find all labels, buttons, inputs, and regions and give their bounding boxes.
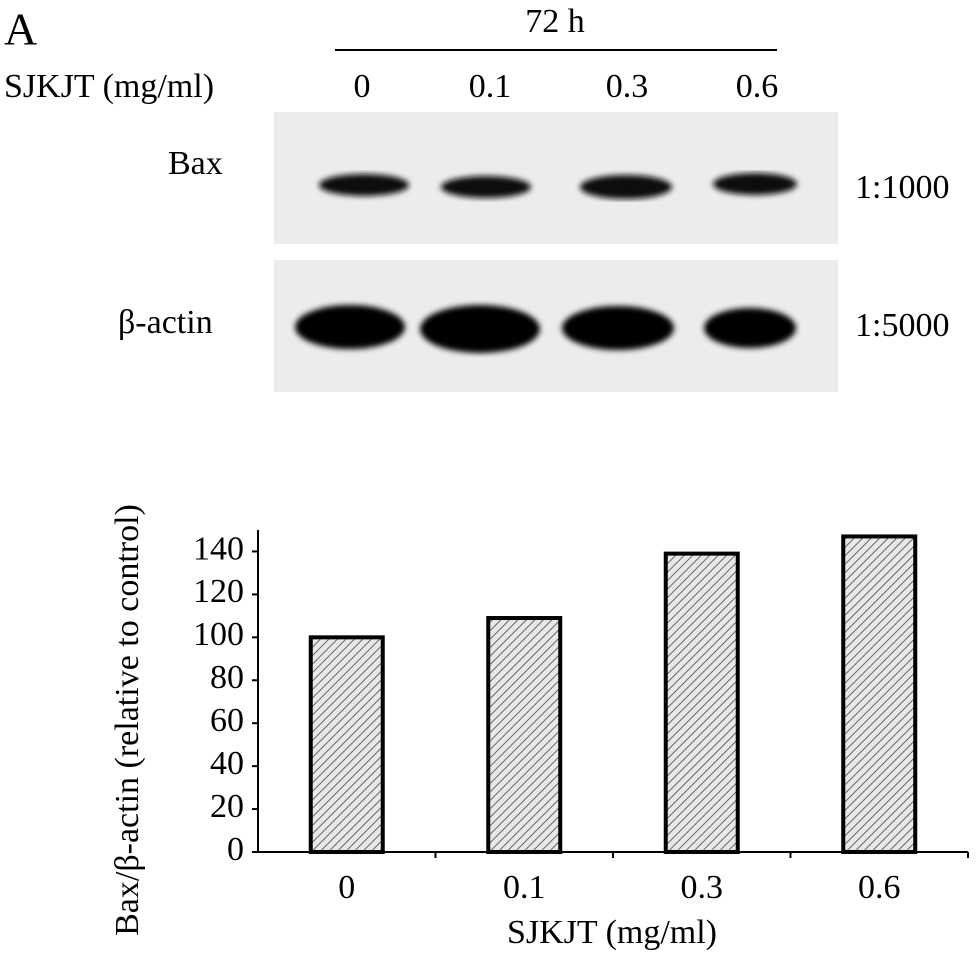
blot-dilution: 1:1000	[855, 169, 949, 206]
blot-name: β-actin	[118, 304, 213, 341]
y-tick-label: 60	[210, 702, 244, 739]
blot-dilution: 1:5000	[855, 307, 949, 344]
bar	[663, 551, 740, 854]
y-tick-label: 0	[227, 831, 244, 868]
y-tick-label: 20	[210, 788, 244, 825]
panel-label: A	[4, 4, 37, 55]
bar	[841, 534, 918, 854]
bar	[308, 635, 385, 854]
y-tick-label: 40	[210, 745, 244, 782]
x-tick-label: 0.6	[858, 869, 901, 906]
row-label: SJKJT (mg/ml)	[4, 68, 214, 105]
x-tick-label: 0.3	[681, 869, 724, 906]
lane-label: 0.3	[606, 68, 649, 105]
blot-name: Bax	[168, 145, 223, 182]
bar	[486, 616, 563, 854]
y-axis-label: Bax/β-actin (relative to control)	[109, 504, 146, 936]
bax-bands	[319, 173, 797, 199]
time-label: 72 h	[525, 3, 585, 40]
y-tick-label: 120	[193, 573, 244, 610]
lane-label: 0.1	[469, 68, 512, 105]
x-tick-label: 0.1	[503, 869, 546, 906]
actin-bands	[295, 305, 796, 353]
x-tick-label: 0	[338, 869, 355, 906]
lane-label: 0.6	[736, 68, 779, 105]
lane-label: 0	[354, 68, 371, 105]
y-tick-label: 140	[193, 530, 244, 567]
x-axis-label: SJKJT (mg/ml)	[507, 914, 717, 951]
y-tick-label: 80	[210, 659, 244, 696]
y-tick-label: 100	[193, 616, 244, 653]
